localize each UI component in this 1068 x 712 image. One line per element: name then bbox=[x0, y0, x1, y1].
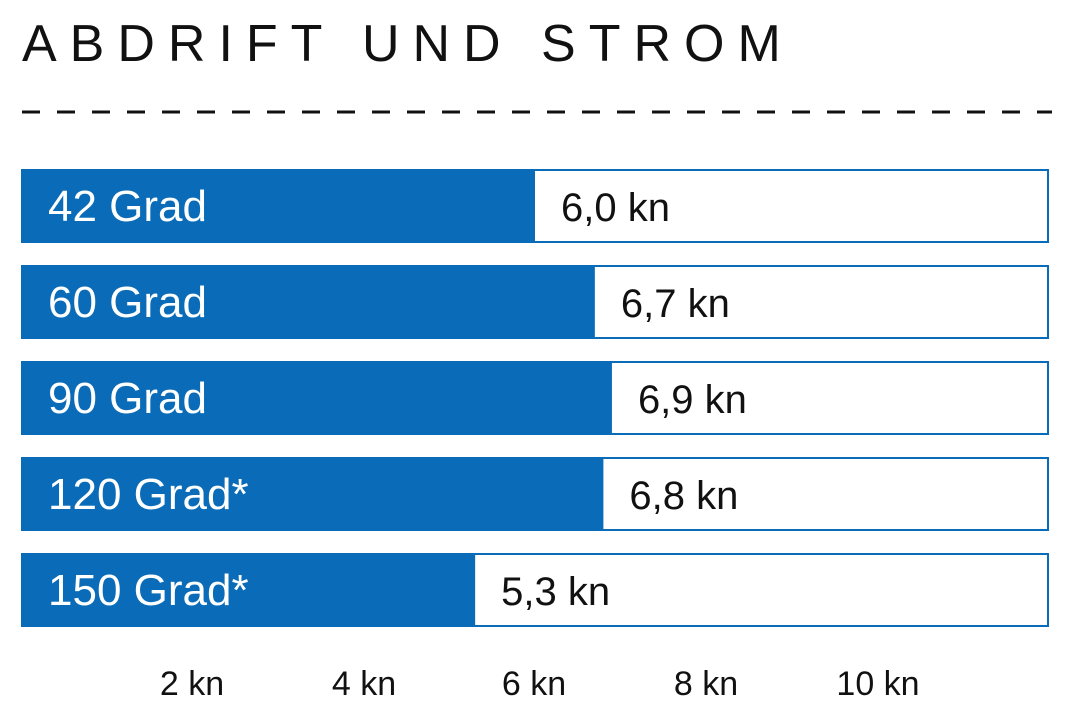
bar-row: 60 Grad 6,7 kn bbox=[21, 265, 1049, 339]
bar-row: 42 Grad 6,0 kn bbox=[21, 169, 1049, 243]
category-label: 60 Grad bbox=[48, 278, 207, 327]
bar bbox=[22, 266, 595, 338]
category-label: 150 Grad* bbox=[48, 566, 249, 615]
value-label: 6,9 kn bbox=[638, 378, 747, 422]
bar-row: 120 Grad* 6,8 kn bbox=[21, 457, 1049, 531]
value-label: 6,7 kn bbox=[621, 282, 730, 326]
category-label: 120 Grad* bbox=[48, 470, 249, 519]
bar-row: 90 Grad 6,9 kn bbox=[21, 361, 1049, 435]
chart-title: ABDRIFT UND STROM bbox=[22, 15, 794, 73]
bar bbox=[22, 170, 535, 242]
bar bbox=[22, 362, 612, 434]
value-label: 6,0 kn bbox=[561, 186, 670, 230]
x-tick-label: 2 kn bbox=[160, 665, 224, 703]
x-tick-label: 6 kn bbox=[502, 665, 566, 703]
bar-row: 150 Grad* 5,3 kn bbox=[21, 553, 1049, 627]
bar bbox=[22, 554, 476, 626]
bar bbox=[22, 458, 604, 530]
value-label: 6,8 kn bbox=[629, 474, 738, 518]
x-tick-label: 8 kn bbox=[674, 665, 738, 703]
category-label: 90 Grad bbox=[48, 374, 207, 423]
category-label: 42 Grad bbox=[48, 182, 207, 231]
x-tick-label: 4 kn bbox=[332, 665, 396, 703]
x-tick-label: 10 kn bbox=[836, 665, 919, 703]
value-label: 5,3 kn bbox=[501, 570, 610, 614]
